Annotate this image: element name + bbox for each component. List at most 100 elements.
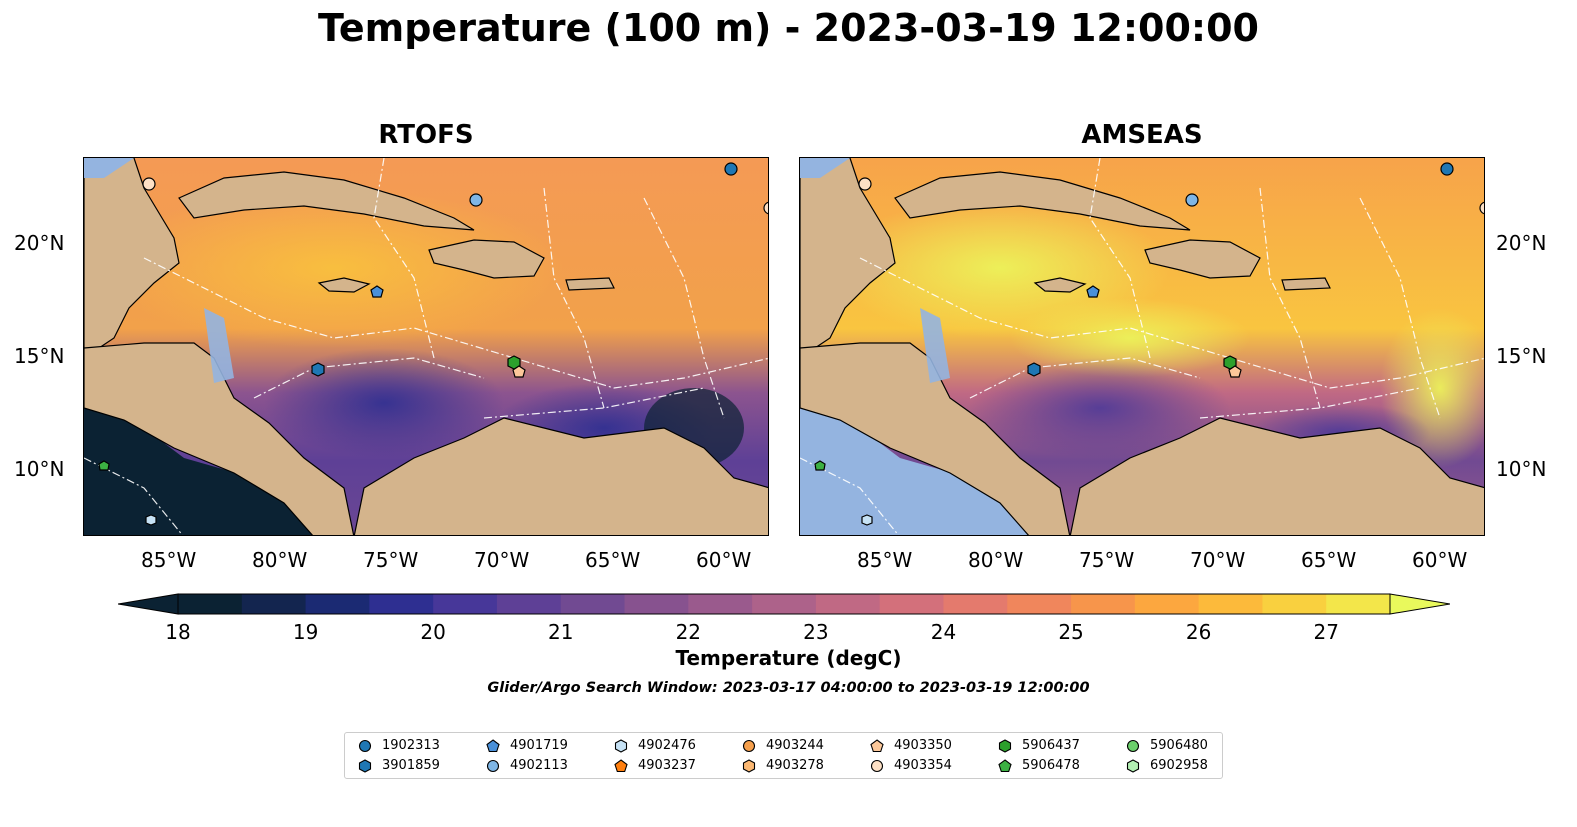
figure-title: Temperature (100 m) - 2023-03-19 12:00:0…: [317, 6, 1259, 50]
lon-tick: 75°W: [1079, 548, 1135, 572]
jamaica-land: [317, 277, 371, 293]
legend-label: 4903237: [638, 758, 696, 773]
pentagon-marker-icon: [870, 738, 884, 752]
colorbar-tick-label: 23: [803, 620, 829, 644]
legend-entry: 4903244: [742, 738, 824, 753]
search-window-note: Glider/Argo Search Window: 2023-03-17 04…: [487, 680, 1090, 696]
panel-title-rtofs: RTOFS: [378, 120, 474, 150]
marker-5906478[interactable]: [98, 460, 110, 471]
legend-label: 5906480: [1150, 738, 1208, 753]
colorbar-over-triangle: [1389, 593, 1451, 615]
cuba-land: [178, 171, 475, 231]
puerto-rico-land: [565, 277, 615, 291]
legend-label: 4903278: [766, 758, 824, 773]
map-amseas: [799, 157, 1485, 536]
legend-entry: 5906478: [998, 758, 1080, 773]
south-america-land: [1069, 417, 1484, 535]
legend-entry: 5906480: [1126, 738, 1208, 753]
circle-marker-icon: [870, 759, 884, 772]
lon-tick: 75°W: [363, 548, 419, 572]
colorbar-segment: [815, 594, 881, 614]
lon-tick: 60°W: [1412, 548, 1468, 572]
marker-edge[interactable]: [1479, 201, 1485, 215]
colorbar-tick-label: 26: [1185, 620, 1212, 644]
marker-4903350[interactable]: [1228, 365, 1242, 378]
hexagon-marker-icon: [1126, 758, 1140, 773]
colorbar-tick-label: 27: [1313, 620, 1339, 644]
colorbar-segment: [305, 594, 370, 614]
marker-4903350[interactable]: [512, 365, 526, 378]
marker-4903354[interactable]: [142, 177, 156, 191]
legend: 1902313 3901859 4901719 4902113 4902476 49032…: [344, 732, 1223, 779]
colorbar-segment: [624, 594, 689, 614]
legend-label: 5906478: [1022, 758, 1080, 773]
legend-entry: 4903278: [742, 758, 824, 773]
marker-4901719[interactable]: [1086, 285, 1100, 298]
lat-tick-left: 20°N: [14, 231, 65, 255]
colorbar-segment: [241, 594, 307, 614]
lon-tick: 85°W: [857, 548, 913, 572]
colorbar-segment: [752, 594, 817, 614]
legend-entry: 3901859: [358, 758, 440, 773]
lon-tick: 65°W: [585, 548, 641, 572]
colorbar-label: Temperature (degC): [675, 646, 902, 670]
colorbar-tick-label: 21: [548, 620, 574, 644]
marker-1902313[interactable]: [1440, 162, 1454, 176]
pentagon-marker-icon: [998, 758, 1012, 772]
colorbar-segment: [1326, 594, 1391, 614]
colorbar-segment: [1071, 594, 1136, 614]
lon-tick: 70°W: [474, 548, 530, 572]
legend-label: 3901859: [382, 758, 440, 773]
jamaica-land: [1033, 277, 1087, 293]
marker-4902113[interactable]: [1185, 193, 1199, 207]
colorbar-segment: [1007, 594, 1072, 614]
legend-entry: 4901719: [486, 738, 568, 753]
marker-4902113[interactable]: [469, 193, 483, 207]
hispaniola-land: [428, 239, 545, 279]
legend-entry: 4903354: [870, 758, 952, 773]
float-markers: [814, 162, 1485, 526]
circle-marker-icon: [1126, 739, 1140, 752]
colorbar-segment: [1134, 594, 1200, 614]
map-rtofs: [83, 157, 769, 536]
marker-3901859[interactable]: [311, 362, 325, 377]
lat-tick-right: 20°N: [1496, 231, 1547, 255]
marker-5906478[interactable]: [814, 460, 826, 471]
hexagon-marker-icon: [614, 738, 628, 753]
colorbar-segment: [688, 594, 753, 614]
pacific-ocean: [800, 408, 1058, 535]
marker-4903354[interactable]: [858, 177, 872, 191]
marker-3901859[interactable]: [1027, 362, 1041, 377]
legend-entry: 5906437: [998, 738, 1080, 753]
colorbar: [117, 592, 1451, 616]
panel-title-amseas: AMSEAS: [1081, 120, 1203, 150]
circle-marker-icon: [358, 739, 372, 752]
marker-1902313[interactable]: [724, 162, 738, 176]
marker-4901719[interactable]: [370, 285, 384, 298]
marker-edge[interactable]: [763, 201, 769, 215]
circle-marker-icon: [742, 739, 756, 752]
lat-tick-right: 15°N: [1496, 344, 1547, 368]
legend-label: 4903244: [766, 738, 824, 753]
lon-tick: 70°W: [1190, 548, 1246, 572]
colorbar-segment: [879, 594, 944, 614]
marker-4902476[interactable]: [145, 514, 157, 526]
lon-tick: 65°W: [1301, 548, 1357, 572]
south-america-land: [353, 417, 768, 535]
lat-tick-right: 10°N: [1496, 457, 1547, 481]
hispaniola-land: [1144, 239, 1261, 279]
legend-entry: 6902958: [1126, 758, 1208, 773]
colorbar-tick-label: 25: [1058, 620, 1084, 644]
colorbar-segment: [560, 594, 626, 614]
legend-label: 5906437: [1022, 738, 1080, 753]
colorbar-tick-label: 18: [165, 620, 191, 644]
legend-label: 4903354: [894, 758, 952, 773]
legend-label: 4902476: [638, 738, 696, 753]
lat-tick-left: 10°N: [14, 457, 65, 481]
hexagon-marker-icon: [998, 738, 1012, 753]
legend-label: 6902958: [1150, 758, 1208, 773]
colorbar-segment: [943, 594, 1008, 614]
legend-entry: 1902313: [358, 738, 440, 753]
yucatan-land: [800, 158, 896, 359]
marker-4902476[interactable]: [861, 514, 873, 526]
